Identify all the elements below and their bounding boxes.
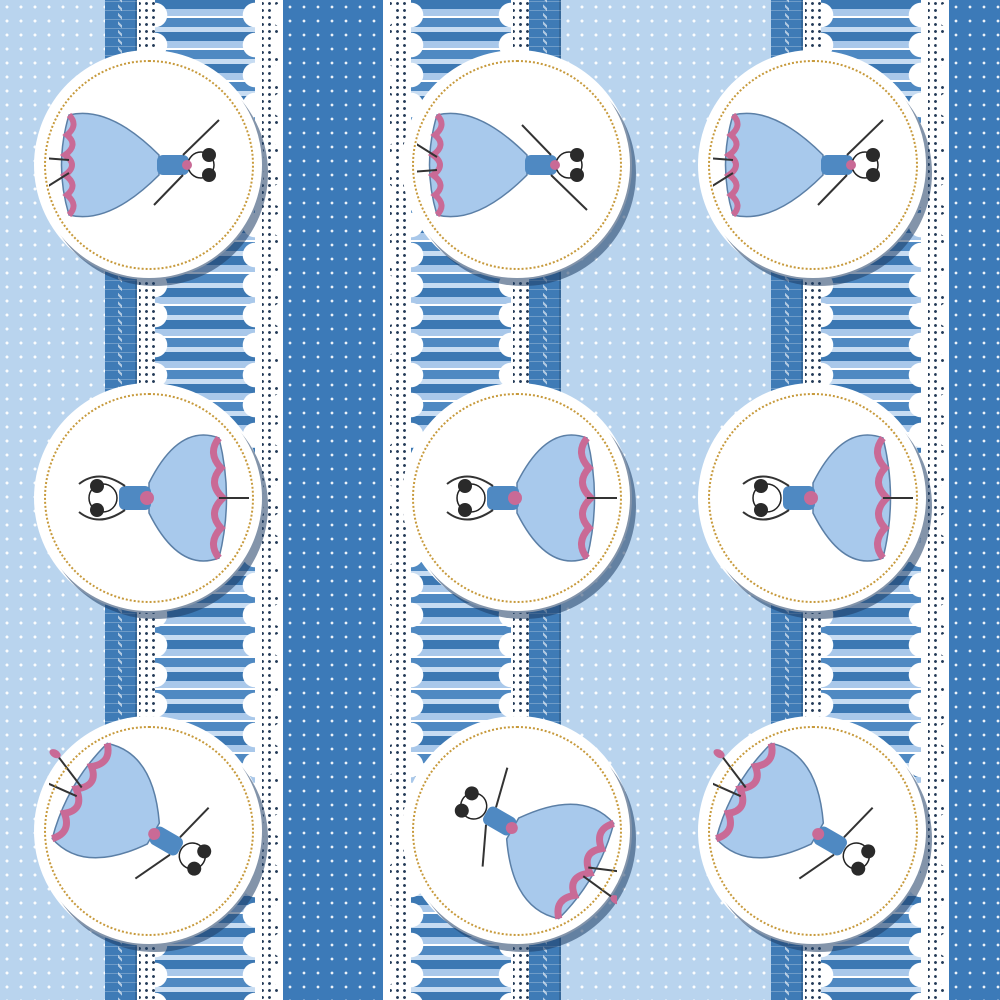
ballerina-illustration	[713, 112, 884, 218]
ballerina-illustration	[49, 112, 220, 218]
polka-band	[949, 0, 1000, 1000]
lace-scallop	[935, 0, 949, 1000]
ballerina-medallion	[36, 718, 262, 944]
ballerina-illustration	[713, 742, 876, 880]
ballerina-illustration	[78, 434, 249, 562]
ballerina-medallion	[36, 385, 262, 611]
ballerina-medallion	[404, 718, 630, 944]
ballerina-illustration	[417, 112, 588, 218]
ballerina-medallion	[700, 52, 926, 278]
lace-scallop	[383, 0, 397, 1000]
ballerina-illustration	[446, 434, 617, 562]
ballerina-medallion	[700, 718, 926, 944]
ballerina-medallion	[404, 52, 630, 278]
ballerina-medallion	[700, 385, 926, 611]
lace-scallop	[269, 0, 283, 1000]
polka-band	[283, 0, 383, 1000]
ballerina-illustration	[454, 767, 617, 920]
ballerina-illustration	[742, 434, 913, 562]
ballerina-medallion	[36, 52, 262, 278]
ballerina-illustration	[49, 742, 212, 880]
ballerina-medallion	[404, 385, 630, 611]
